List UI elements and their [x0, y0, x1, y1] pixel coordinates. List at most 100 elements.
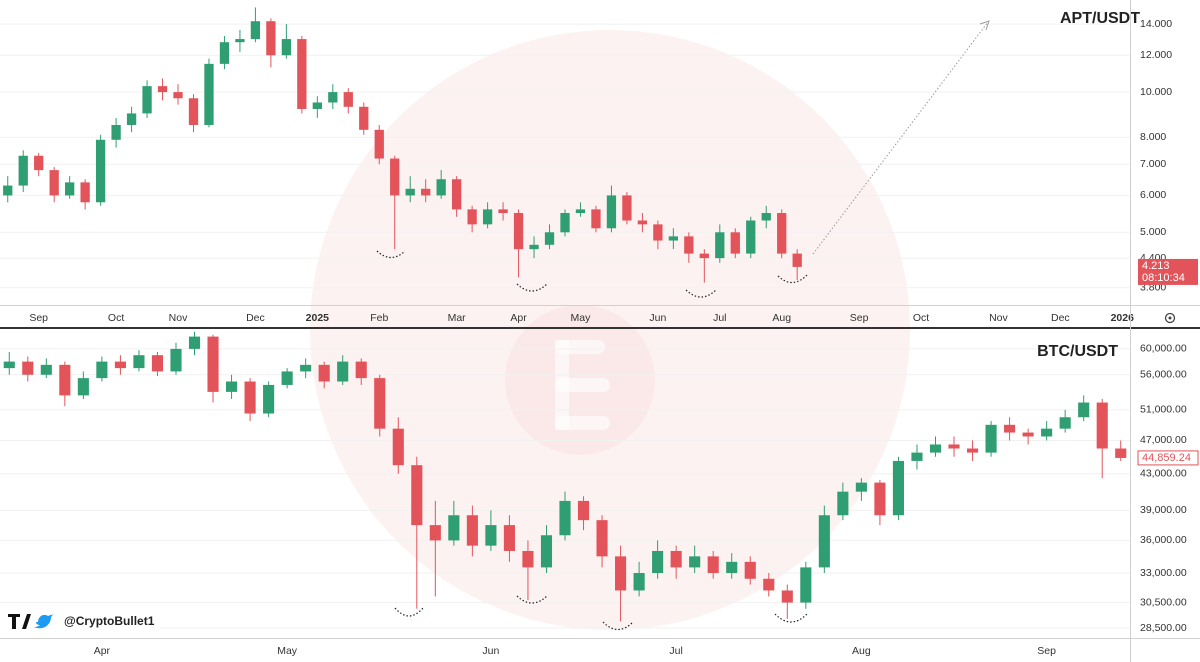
candle-body [670, 550, 682, 568]
candle-body [575, 209, 586, 214]
candle-body [763, 578, 775, 591]
candle-body [95, 139, 106, 203]
candle-body [126, 113, 137, 125]
candle-body [151, 355, 164, 372]
y-tick-label: 47,000.00 [1140, 434, 1187, 446]
candle-body [429, 525, 441, 541]
x-tick-label: Dec [246, 312, 265, 324]
candle-body [359, 106, 369, 130]
logo [0, 604, 160, 638]
candle-body [59, 364, 71, 396]
y-tick-label: 56,000.00 [1140, 369, 1187, 381]
candle-body [513, 213, 524, 250]
candle-body [792, 253, 802, 267]
x-tick-label: Oct [108, 312, 124, 324]
y-tick-label: 51,000.00 [1140, 404, 1187, 416]
candle-body [96, 361, 108, 379]
candle-body [448, 515, 460, 541]
candle-body [114, 361, 126, 369]
handle: @CryptoBullet1 [64, 614, 155, 628]
y-tick-label: 60,000.00 [1140, 343, 1187, 355]
x-tick-label: May [277, 645, 298, 657]
candle-body [411, 465, 423, 526]
candle-body [668, 236, 678, 241]
x-tick-label: Feb [370, 312, 388, 324]
last-price-box [1137, 450, 1199, 466]
x-tick-label: Dec [1051, 312, 1070, 324]
candle-body [715, 232, 725, 259]
candle-body [219, 42, 230, 64]
x-tick-label: Nov [989, 312, 1008, 324]
candle-body [606, 195, 617, 229]
candle-body [207, 336, 219, 392]
candle-body [374, 378, 386, 429]
candle-body [540, 535, 553, 568]
candle-body [529, 244, 539, 250]
candle-body [818, 515, 830, 568]
candle-body [577, 500, 590, 521]
x-tick-label: Jun [482, 645, 499, 657]
x-tick-label: May [571, 312, 592, 324]
candle-body [337, 361, 349, 382]
y-tick-label: 36,000.00 [1140, 534, 1187, 546]
candle-body [312, 102, 322, 109]
candle-body [559, 500, 571, 536]
candle-body [929, 444, 942, 453]
chart-title: BTC/USDT [1037, 343, 1118, 360]
x-tick-label: Apr [510, 312, 527, 324]
x-tick-label: Aug [772, 312, 791, 324]
candle-body [77, 378, 89, 396]
y-tick-label: 5.000 [1140, 226, 1166, 238]
candle-body [204, 63, 214, 125]
candle-body [498, 209, 508, 214]
x-tick-label: Sep [850, 312, 869, 324]
candle-body [699, 253, 709, 259]
candle-body [1078, 402, 1090, 418]
candle-body [390, 158, 400, 196]
candle-body [157, 86, 168, 93]
candle-body [266, 21, 276, 56]
candle-body [744, 561, 756, 579]
candle-body [837, 491, 849, 516]
candle-body [436, 179, 446, 196]
candle-body [615, 556, 627, 591]
y-tick-label: 43,000.00 [1140, 468, 1187, 480]
candle-body [80, 182, 90, 203]
candle-body [188, 98, 199, 125]
candle-body [392, 428, 404, 466]
candle-body [3, 361, 15, 369]
x-tick-label: Jul [713, 312, 726, 324]
candle-body [328, 92, 338, 103]
candle-body [467, 209, 477, 225]
x-tick-label: Sep [1037, 645, 1056, 657]
candle-body [281, 371, 293, 385]
candle-body [544, 232, 555, 245]
candle-body [591, 209, 601, 229]
candle-body [781, 590, 793, 603]
candle-body [560, 213, 570, 233]
candle-body [1096, 402, 1108, 449]
x-tick-label: Aug [852, 645, 871, 657]
y-tick-label: 7.000 [1140, 158, 1166, 170]
candle-body [746, 220, 756, 254]
candle-body [111, 124, 121, 140]
y-tick-label: 33,000.00 [1140, 567, 1187, 579]
candle-body [405, 188, 415, 196]
candle-body [892, 460, 904, 516]
candle-body [318, 364, 330, 382]
x-tick-label: Oct [913, 312, 929, 324]
candle-body [596, 520, 608, 557]
candle-body [188, 336, 201, 349]
candle-body [1059, 417, 1071, 429]
x-tick-label: Jun [649, 312, 666, 324]
candle-body [34, 155, 44, 171]
candle-body [133, 355, 145, 369]
last-price-box [1138, 258, 1198, 285]
candle-body [911, 452, 923, 461]
candle-body [170, 348, 182, 372]
countdown: 08:10:34 [1142, 272, 1185, 284]
candle-body [235, 39, 245, 43]
candle-body [250, 21, 261, 40]
